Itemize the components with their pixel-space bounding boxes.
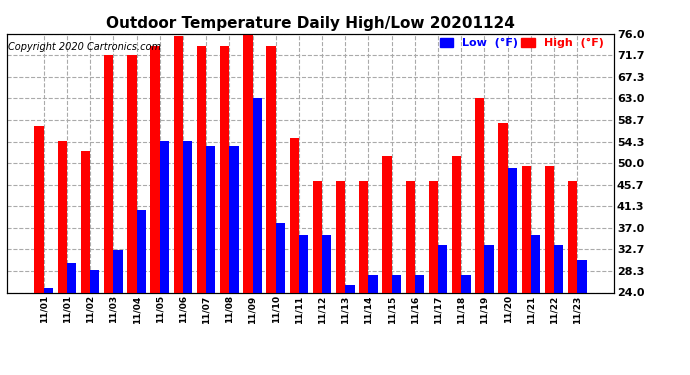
Bar	[438, 245, 447, 375]
Bar	[229, 146, 239, 375]
Bar	[253, 99, 262, 375]
Bar	[508, 168, 517, 375]
Bar	[578, 260, 586, 375]
Bar	[382, 156, 392, 375]
Bar	[67, 262, 77, 375]
Bar	[206, 146, 215, 375]
Bar	[428, 180, 438, 375]
Bar	[90, 270, 99, 375]
Bar	[368, 275, 377, 375]
Bar	[554, 245, 563, 375]
Bar	[531, 235, 540, 375]
Bar	[197, 46, 206, 375]
Bar	[313, 180, 322, 375]
Title: Outdoor Temperature Daily High/Low 20201124: Outdoor Temperature Daily High/Low 20201…	[106, 16, 515, 31]
Bar	[359, 180, 368, 375]
Bar	[290, 138, 299, 375]
Bar	[183, 141, 193, 375]
Bar	[568, 180, 578, 375]
Bar	[58, 141, 67, 375]
Bar	[345, 285, 355, 375]
Bar	[406, 180, 415, 375]
Bar	[452, 156, 461, 375]
Bar	[127, 55, 137, 375]
Bar	[276, 223, 285, 375]
Bar	[244, 35, 253, 375]
Bar	[43, 288, 53, 375]
Bar	[34, 126, 43, 375]
Bar	[498, 123, 508, 375]
Bar	[137, 210, 146, 375]
Bar	[174, 36, 183, 375]
Bar	[266, 46, 276, 375]
Bar	[415, 275, 424, 375]
Bar	[104, 55, 113, 375]
Legend: Low  (°F), High  (°F): Low (°F), High (°F)	[435, 34, 608, 53]
Bar	[150, 46, 160, 375]
Bar	[160, 141, 169, 375]
Bar	[461, 275, 471, 375]
Bar	[336, 180, 345, 375]
Bar	[81, 151, 90, 375]
Bar	[322, 235, 331, 375]
Bar	[299, 235, 308, 375]
Bar	[220, 46, 229, 375]
Bar	[544, 166, 554, 375]
Bar	[484, 245, 494, 375]
Bar	[522, 166, 531, 375]
Bar	[475, 99, 484, 375]
Bar	[392, 275, 401, 375]
Text: Copyright 2020 Cartronics.com: Copyright 2020 Cartronics.com	[8, 42, 161, 51]
Bar	[113, 250, 123, 375]
